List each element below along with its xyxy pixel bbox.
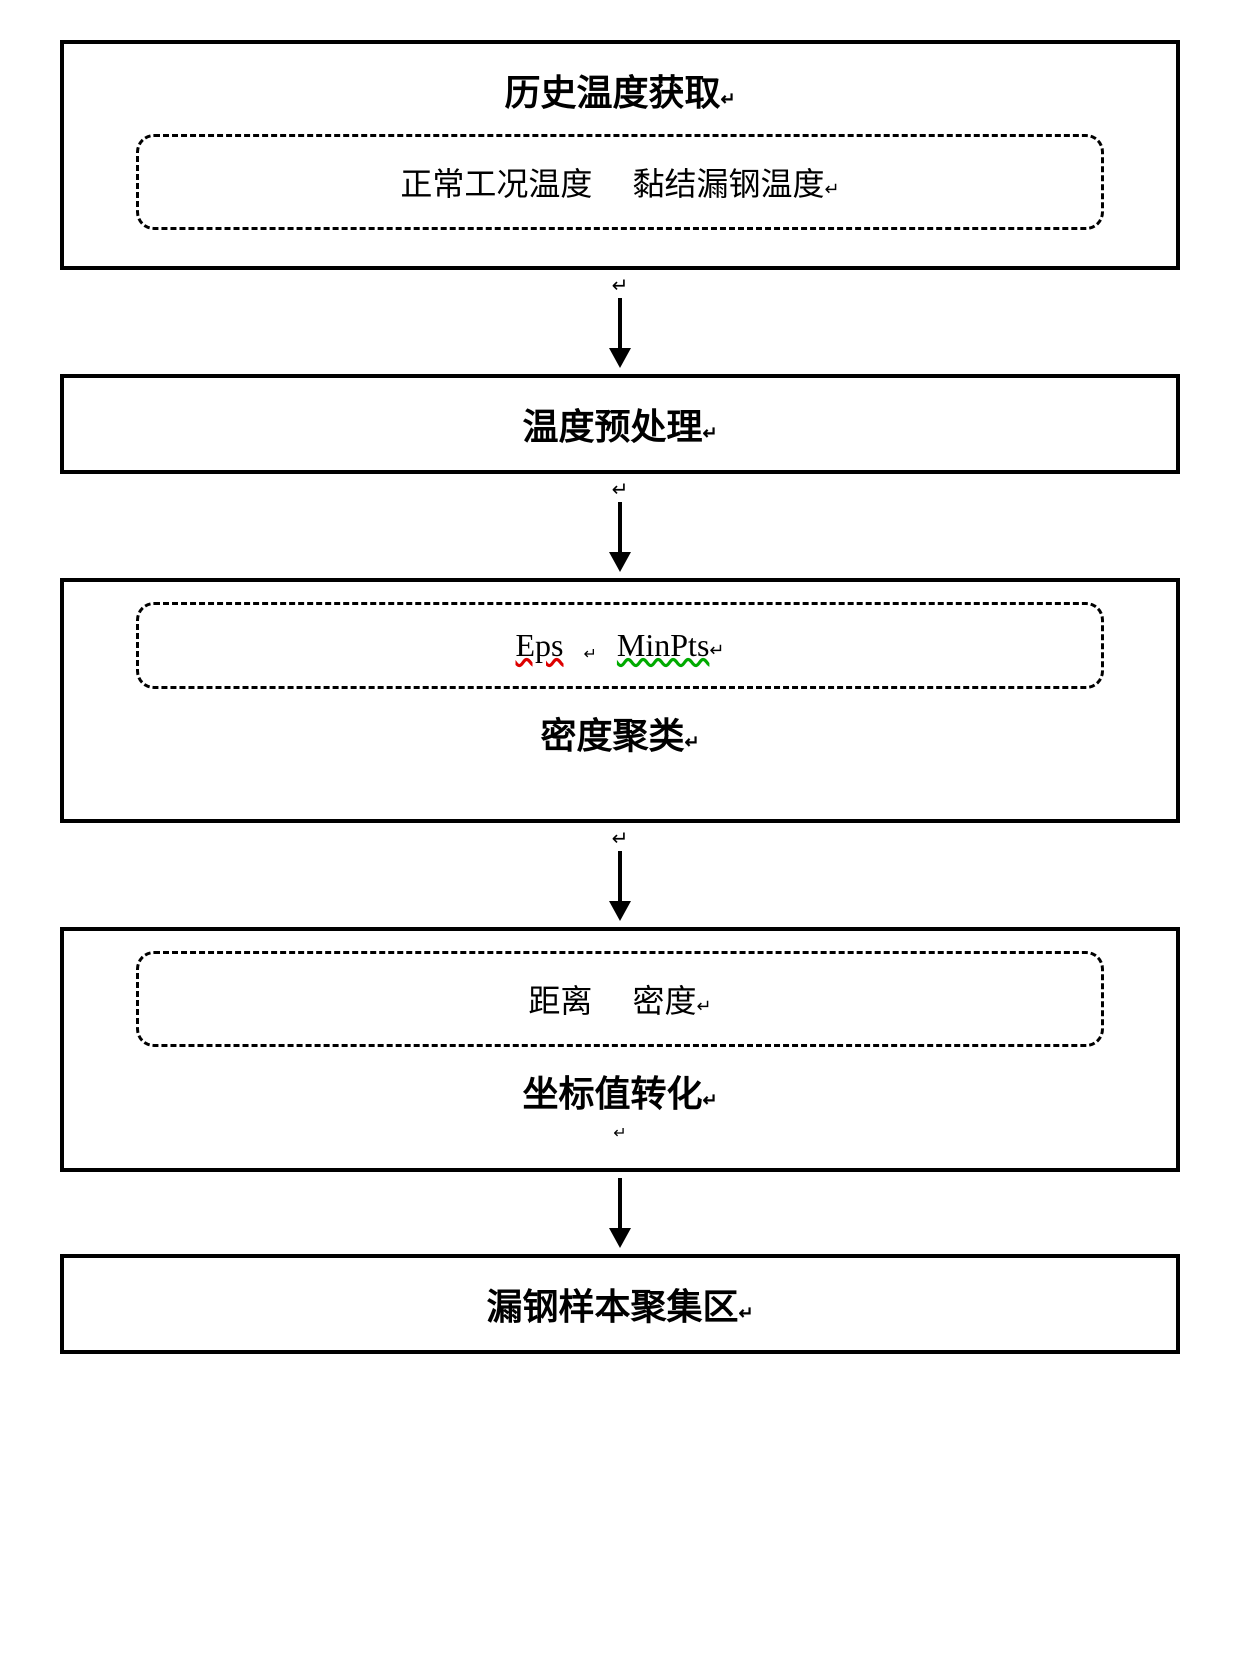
arrow-1: ↵ <box>605 276 635 368</box>
inner-item-bond: 黏结漏钢温度↵ <box>632 159 839 205</box>
return-glyph: ↵ <box>702 1090 717 1110</box>
inner-cluster: Eps ↵ MinPts↵ <box>136 602 1104 689</box>
title-text: 坐标值转化 <box>522 1074 702 1114</box>
arrow-icon <box>605 298 635 368</box>
return-glyph: ↵ <box>824 179 839 199</box>
return-glyph: ↵ <box>702 423 717 443</box>
inner-item-density: 密度↵ <box>632 976 711 1022</box>
arrow-icon <box>605 502 635 572</box>
return-glyph: ↵ <box>709 640 724 660</box>
return-glyph: ↵ <box>696 996 711 1016</box>
arrow-icon <box>605 851 635 921</box>
inner-item-normal: 正常工况温度 <box>400 159 592 205</box>
return-glyph: ↵ <box>684 732 699 752</box>
inner-distance-label: 距离 <box>528 983 592 1019</box>
box-transform-title: 坐标值转化↵ <box>522 1065 717 1117</box>
box-history-title: 历史温度获取↵ <box>504 64 735 116</box>
box-cluster-title: 密度聚类↵ <box>540 707 699 759</box>
flowchart-container: 历史温度获取↵ 正常工况温度 黏结漏钢温度↵ ↵ 温度预处理↵ ↵ <box>60 40 1180 1354</box>
inner-density-label: 密度 <box>632 983 696 1019</box>
return-glyph: ↵ <box>612 480 629 500</box>
title-text: 温度预处理 <box>522 407 702 447</box>
box-history: 历史温度获取↵ 正常工况温度 黏结漏钢温度↵ <box>60 40 1180 270</box>
arrow-4 <box>605 1178 635 1248</box>
inner-item-distance: 距离 <box>528 976 592 1022</box>
inner-item-minpts: MinPts↵ <box>617 627 725 664</box>
title-text: 密度聚类 <box>540 716 684 756</box>
arrow-3: ↵ <box>605 829 635 921</box>
return-glyph: ↵ <box>612 276 629 296</box>
box-transform: 距离 密度↵ 坐标值转化↵ ↵ <box>60 927 1180 1172</box>
inner-minpts-label: MinPts <box>617 627 709 663</box>
title-text: 漏钢样本聚集区 <box>486 1287 738 1327</box>
inner-bond-label: 黏结漏钢温度 <box>632 166 824 202</box>
box-preprocess: 温度预处理↵ <box>60 374 1180 474</box>
inner-normal-label: 正常工况温度 <box>400 166 592 202</box>
arrow-2: ↵ <box>605 480 635 572</box>
box-result: 漏钢样本聚集区↵ <box>60 1254 1180 1354</box>
return-glyph: ↵ <box>584 644 597 664</box>
return-glyph: ↵ <box>613 1123 626 1143</box>
title-text: 历史温度获取 <box>504 73 720 113</box>
return-glyph: ↵ <box>612 829 629 849</box>
inner-history: 正常工况温度 黏结漏钢温度↵ <box>136 134 1104 230</box>
return-glyph: ↵ <box>720 89 735 109</box>
inner-eps-label: Eps <box>516 627 564 663</box>
arrow-icon <box>605 1178 635 1248</box>
return-glyph: ↵ <box>738 1303 753 1323</box>
inner-item-eps: Eps <box>516 627 564 664</box>
inner-transform: 距离 密度↵ <box>136 951 1104 1047</box>
box-cluster: Eps ↵ MinPts↵ 密度聚类↵ <box>60 578 1180 823</box>
box-preprocess-title: 温度预处理↵ <box>522 398 717 450</box>
box-result-title: 漏钢样本聚集区↵ <box>486 1278 753 1330</box>
